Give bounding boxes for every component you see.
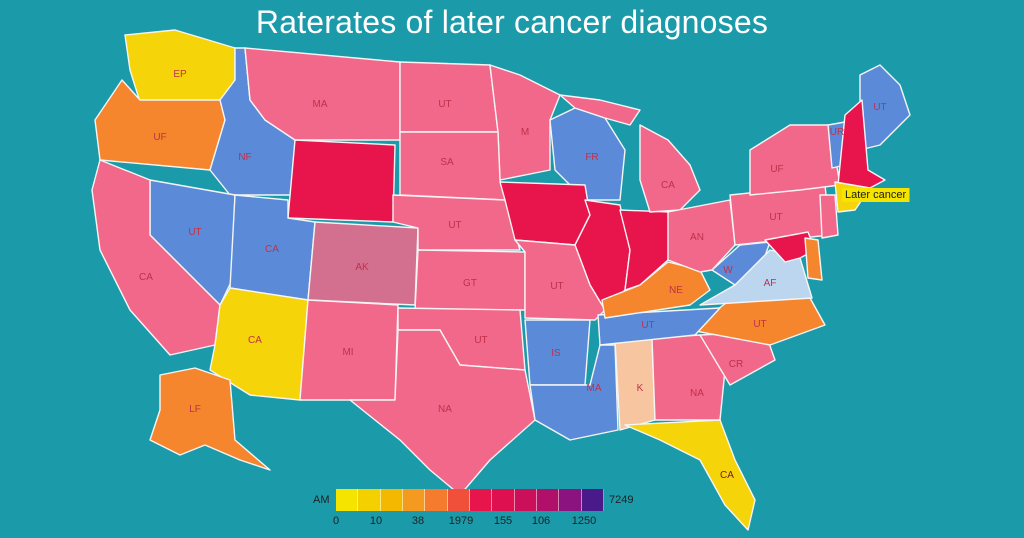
state-new-york[interactable] (749, 124, 841, 196)
state-louisiana-mississippi[interactable] (529, 344, 619, 441)
state-label: UT (769, 212, 782, 223)
state-label: W (723, 265, 733, 276)
legend-swatch (559, 489, 582, 511)
legend-tick: 1979 (448, 515, 474, 527)
state-label: UT (474, 335, 487, 346)
state-label: CA (661, 180, 675, 191)
page-title: Raterates of later cancer diagnoses (255, 4, 769, 40)
state-labels-layer: EP UF NF MA UT M FR SA UT CA CA AK UT GT… (139, 69, 887, 481)
legend-right-label: 7249 (609, 494, 634, 506)
state-label: CA (139, 272, 153, 283)
state-north-carolina[interactable] (689, 297, 826, 346)
state-label: SA (440, 157, 454, 168)
state-delaware[interactable] (804, 237, 823, 281)
state-label: CA (248, 335, 262, 346)
state-florida[interactable] (624, 419, 756, 531)
state-label: CR (729, 359, 743, 370)
legend-tick: 0 (332, 515, 340, 527)
state-washington[interactable] (124, 29, 236, 103)
state-label: AK (355, 262, 369, 273)
state-wyoming[interactable] (287, 139, 396, 223)
state-texas[interactable] (349, 329, 536, 496)
state-label: K (637, 383, 644, 394)
state-label: CA (265, 244, 279, 255)
legend-swatch (402, 489, 426, 511)
state-north-dakota[interactable] (399, 61, 499, 133)
state-michigan-upper[interactable] (559, 94, 641, 126)
state-label: NF (238, 152, 251, 163)
state-new-hampshire-massachusetts[interactable] (837, 99, 886, 189)
legend-tick: 10 (369, 515, 383, 527)
state-alabama[interactable] (614, 337, 656, 431)
state-label: M (521, 127, 529, 138)
legend-tick: 1250 (571, 515, 597, 527)
legend-swatch (380, 489, 403, 511)
legend-swatch (492, 489, 515, 511)
legend-swatch (514, 489, 537, 511)
state-label: MI (342, 347, 353, 358)
state-new-jersey[interactable] (819, 194, 839, 239)
state-label: AF (764, 278, 777, 289)
state-label: UT (188, 227, 201, 238)
state-label: EP (173, 69, 187, 80)
state-minnesota[interactable] (489, 64, 561, 181)
state-label: UT (438, 99, 451, 110)
state-label: UT (873, 102, 886, 113)
state-label: UT (448, 220, 461, 231)
state-label: MA (587, 383, 602, 394)
legend-tick: 38 (411, 515, 425, 527)
callout-background (842, 188, 910, 202)
state-label: UT (753, 319, 766, 330)
state-label: UF (153, 132, 166, 143)
state-label: NA (438, 404, 452, 415)
legend-swatch (469, 489, 493, 511)
state-label: MA (313, 99, 328, 110)
state-label: CA (720, 470, 734, 481)
legend-swatch (581, 489, 604, 511)
later-cancer-callout: Later cancer (845, 189, 906, 201)
state-label: LF (189, 404, 201, 415)
state-michigan[interactable] (639, 124, 701, 213)
legend-swatch (336, 489, 359, 511)
legend-swatch (447, 489, 470, 511)
state-california[interactable] (91, 159, 221, 356)
state-label: UT (641, 320, 654, 331)
legend-swatch (358, 489, 381, 511)
state-label: GT (463, 278, 477, 289)
state-label: NE (669, 285, 683, 296)
state-label: UT (550, 281, 563, 292)
state-label: UR (830, 127, 844, 138)
state-label: UF (770, 164, 783, 175)
state-label: FR (585, 152, 598, 163)
state-label: AN (690, 232, 704, 243)
state-kentucky[interactable] (601, 261, 711, 319)
state-alaska[interactable] (149, 367, 271, 471)
legend-swatch (536, 489, 560, 511)
state-tennessee[interactable] (597, 307, 721, 346)
legend-swatch (425, 489, 448, 511)
state-iowa[interactable] (499, 181, 591, 246)
legend-color-bar (336, 489, 604, 511)
legend-tick: 106 (531, 515, 551, 527)
state-label: IS (551, 348, 561, 359)
legend-left-label: AM (313, 494, 330, 506)
legend-tick: 155 (493, 515, 513, 527)
state-label: NA (690, 388, 704, 399)
states-layer (91, 29, 911, 531)
